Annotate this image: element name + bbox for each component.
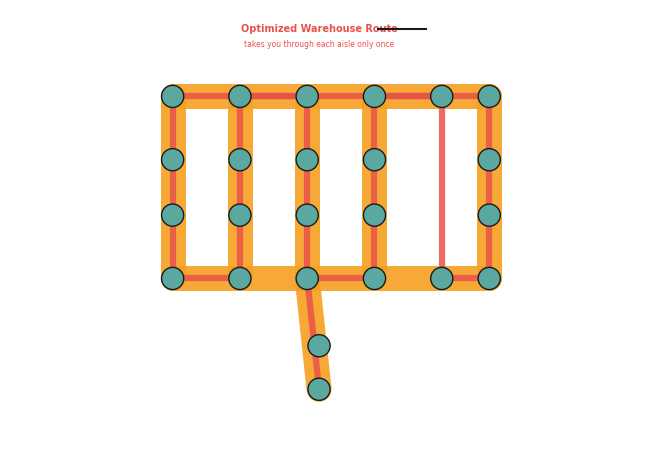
- Text: takes you through each aisle only once: takes you through each aisle only once: [244, 40, 394, 49]
- Circle shape: [296, 148, 318, 171]
- Circle shape: [431, 267, 453, 290]
- Circle shape: [308, 335, 330, 357]
- Circle shape: [363, 148, 385, 171]
- Circle shape: [363, 267, 385, 290]
- Circle shape: [229, 204, 251, 226]
- Circle shape: [162, 267, 184, 290]
- Circle shape: [162, 204, 184, 226]
- Circle shape: [478, 267, 500, 290]
- Circle shape: [162, 85, 184, 108]
- Text: Optimized Warehouse Route: Optimized Warehouse Route: [240, 24, 397, 34]
- Circle shape: [296, 267, 318, 290]
- Circle shape: [431, 85, 453, 108]
- Circle shape: [229, 85, 251, 108]
- Circle shape: [478, 85, 500, 108]
- Circle shape: [162, 148, 184, 171]
- Circle shape: [363, 204, 385, 226]
- Circle shape: [229, 267, 251, 290]
- Circle shape: [229, 148, 251, 171]
- Circle shape: [478, 148, 500, 171]
- Circle shape: [308, 378, 330, 400]
- Circle shape: [296, 204, 318, 226]
- Circle shape: [363, 85, 385, 108]
- Circle shape: [478, 204, 500, 226]
- Circle shape: [296, 85, 318, 108]
